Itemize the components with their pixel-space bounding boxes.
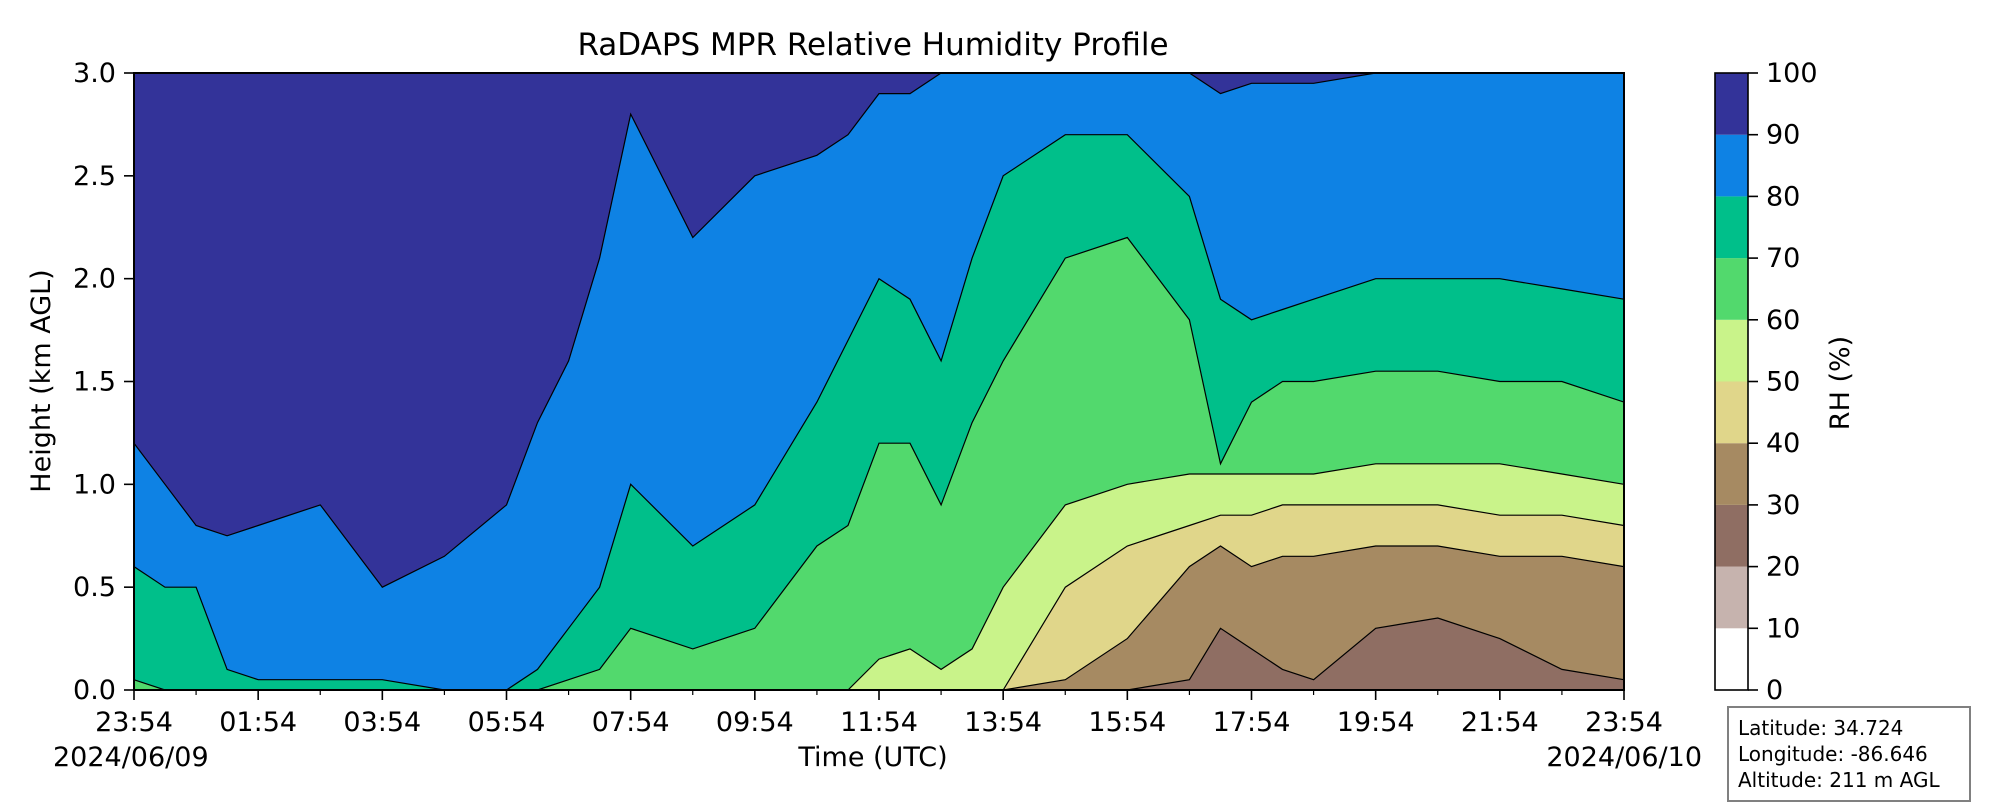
colorbar-tick-label: 30 [1766,490,1800,521]
x-tick-label: 19:54 [1337,707,1415,738]
colorbar-tick-label: 90 [1766,120,1800,151]
colorbar-tick-label: 40 [1766,428,1800,459]
colorbar-segment [1715,443,1748,505]
x-tick-label: 23:54 [95,707,173,738]
colorbar-tick-label: 70 [1766,243,1800,274]
y-tick-label: 3.0 [73,58,116,89]
plot-area [133,72,1625,691]
colorbar-tick-label: 20 [1766,552,1800,583]
colorbar-segment [1715,258,1748,320]
colorbar-segment [1715,628,1748,690]
x-axis: 23:54 01:54 03:54 05:54 07:54 09:54 11:54 13:54… [95,690,1663,738]
colorbar-tick-label: 50 [1766,367,1800,398]
latitude-text: Latitude: 34.724 [1738,716,1904,740]
rh-band-20-30 [134,617,1624,690]
colorbar-segment [1715,319,1748,382]
y-tick-label: 2.5 [73,161,116,192]
colorbar-segment [1715,381,1748,444]
y-axis-label: Height (km AGL) [26,269,57,492]
colorbar-tick-label: 80 [1766,181,1800,212]
x-tick-label: 01:54 [219,707,297,738]
x-tick-label: 15:54 [1088,707,1166,738]
chart-title: RaDAPS MPR Relative Humidity Profile [577,27,1168,63]
colorbar-tick-label: 0 [1766,675,1783,706]
colorbar-tick-label: 60 [1766,305,1800,336]
longitude-text: Longitude: -86.646 [1738,742,1928,766]
y-tick-label: 2.0 [73,264,116,295]
colorbar-tick-label: 100 [1766,58,1818,89]
altitude-text: Altitude: 211 m AGL [1738,768,1940,792]
colorbar-segment [1715,196,1748,259]
colorbar: 0 10 20 30 40 50 60 70 80 90 100 [1714,58,1818,706]
x-axis-label: Time (UTC) [797,742,947,773]
colorbar-segment [1715,73,1748,135]
y-tick-label: 1.5 [73,367,116,398]
x-tick-label: 21:54 [1461,707,1539,738]
colorbar-segment [1715,566,1748,629]
rh-bands [134,73,1624,690]
colorbar-segment [1715,504,1748,567]
x-tick-label: 07:54 [592,707,670,738]
x-date-end: 2024/06/10 [1546,742,1702,773]
x-tick-label: 17:54 [1213,707,1291,738]
x-tick-label: 03:54 [343,707,421,738]
colorbar-segment [1715,134,1748,197]
colorbar-label: RH (%) [1825,336,1856,430]
x-tick-label: 13:54 [964,707,1042,738]
x-tick-label: 11:54 [840,707,918,738]
y-tick-label: 0.5 [73,572,116,603]
y-tick-label: 1.0 [73,469,116,500]
colorbar-tick-label: 10 [1766,613,1800,644]
y-tick-label: 0.0 [73,675,116,706]
station-info-box: Latitude: 34.724 Longitude: -86.646 Alti… [1727,706,1971,802]
x-tick-label: 05:54 [468,707,546,738]
x-tick-label: 09:54 [716,707,794,738]
x-date-start: 2024/06/09 [53,742,209,773]
x-tick-label: 23:54 [1585,707,1663,738]
y-axis: 0.0 0.5 1.0 1.5 2.0 2.5 3.0 [73,58,134,706]
